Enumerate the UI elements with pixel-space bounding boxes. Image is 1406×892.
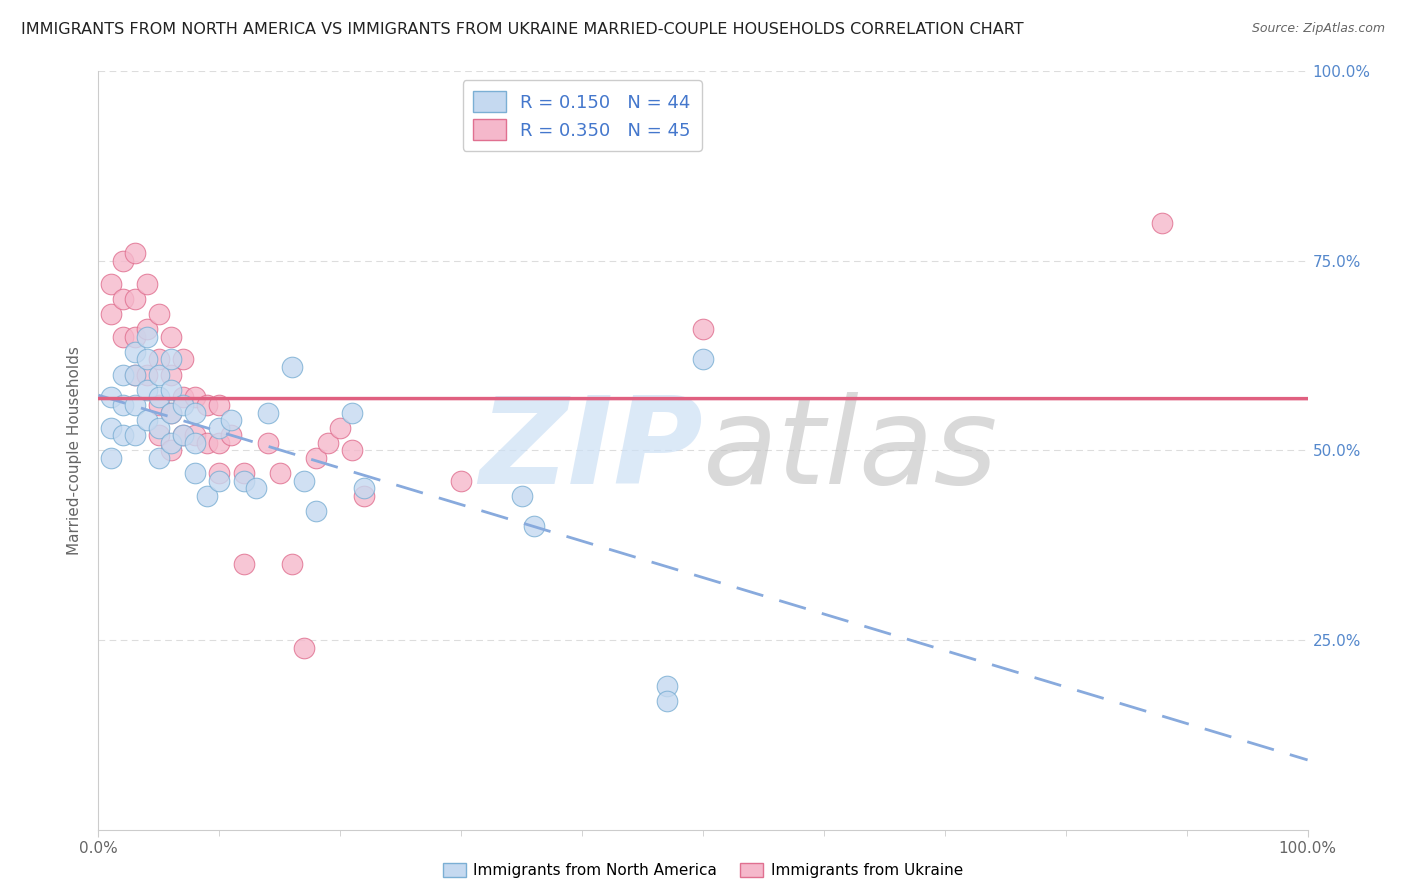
Point	[232, 557, 254, 572]
Point	[111, 292, 134, 306]
Point	[523, 519, 546, 533]
Point	[184, 428, 207, 442]
Point	[353, 482, 375, 496]
Point	[208, 436, 231, 450]
Point	[135, 277, 157, 291]
Point	[292, 474, 315, 488]
Point	[221, 428, 243, 442]
Legend: R = 0.150   N = 44, R = 0.350   N = 45: R = 0.150 N = 44, R = 0.350 N = 45	[463, 80, 702, 151]
Point	[111, 368, 134, 382]
Point	[208, 474, 231, 488]
Point	[148, 307, 170, 321]
Text: IMMIGRANTS FROM NORTH AMERICA VS IMMIGRANTS FROM UKRAINE MARRIED-COUPLE HOUSEHOL: IMMIGRANTS FROM NORTH AMERICA VS IMMIGRA…	[21, 22, 1024, 37]
Point	[172, 428, 194, 442]
Point	[160, 383, 183, 397]
Point	[269, 467, 291, 481]
Text: Source: ZipAtlas.com: Source: ZipAtlas.com	[1251, 22, 1385, 36]
Point	[100, 307, 122, 321]
Point	[342, 405, 364, 420]
Point	[305, 451, 328, 466]
Point	[160, 443, 183, 458]
Point	[342, 443, 364, 458]
Point	[160, 330, 183, 344]
Point	[160, 352, 183, 367]
Point	[692, 322, 714, 336]
Point	[655, 678, 678, 692]
Point	[172, 391, 194, 405]
Point	[100, 451, 122, 466]
Point	[281, 557, 304, 572]
Text: atlas: atlas	[703, 392, 998, 509]
Text: ZIP: ZIP	[479, 392, 703, 509]
Point	[135, 413, 157, 427]
Point	[305, 504, 328, 518]
Point	[353, 489, 375, 503]
Point	[111, 428, 134, 442]
Point	[655, 694, 678, 708]
Point	[160, 368, 183, 382]
Point	[148, 428, 170, 442]
Point	[124, 428, 146, 442]
Point	[148, 451, 170, 466]
Point	[148, 398, 170, 412]
Point	[692, 352, 714, 367]
Point	[111, 330, 134, 344]
Point	[124, 398, 146, 412]
Point	[281, 359, 304, 375]
Point	[208, 398, 231, 412]
Point	[135, 322, 157, 336]
Point	[135, 368, 157, 382]
Point	[510, 489, 533, 503]
Point	[160, 405, 183, 420]
Point	[195, 398, 218, 412]
Point	[124, 368, 146, 382]
Point	[221, 413, 243, 427]
Point	[100, 277, 122, 291]
Point	[208, 467, 231, 481]
Point	[184, 436, 207, 450]
Point	[160, 436, 183, 450]
Point	[124, 344, 146, 359]
Point	[195, 436, 218, 450]
Point	[124, 292, 146, 306]
Point	[256, 405, 278, 420]
Point	[172, 428, 194, 442]
Point	[148, 391, 170, 405]
Point	[135, 383, 157, 397]
Point	[184, 467, 207, 481]
Point	[232, 474, 254, 488]
Point	[100, 421, 122, 435]
Point	[208, 421, 231, 435]
Point	[124, 368, 146, 382]
Point	[292, 640, 315, 655]
Point	[148, 352, 170, 367]
Point	[245, 482, 267, 496]
Point	[316, 436, 339, 450]
Point	[172, 398, 194, 412]
Point	[124, 330, 146, 344]
Point	[111, 253, 134, 268]
Point	[184, 405, 207, 420]
Point	[195, 489, 218, 503]
Point	[256, 436, 278, 450]
Point	[172, 352, 194, 367]
Point	[148, 421, 170, 435]
Point	[184, 391, 207, 405]
Point	[100, 391, 122, 405]
Point	[111, 398, 134, 412]
Point	[135, 352, 157, 367]
Point	[450, 474, 472, 488]
Point	[124, 246, 146, 260]
Point	[1152, 216, 1174, 230]
Point	[135, 330, 157, 344]
Point	[148, 368, 170, 382]
Y-axis label: Married-couple Households: Married-couple Households	[67, 346, 83, 555]
Point	[160, 405, 183, 420]
Point	[232, 467, 254, 481]
Point	[329, 421, 352, 435]
Legend: Immigrants from North America, Immigrants from Ukraine: Immigrants from North America, Immigrant…	[437, 857, 969, 884]
